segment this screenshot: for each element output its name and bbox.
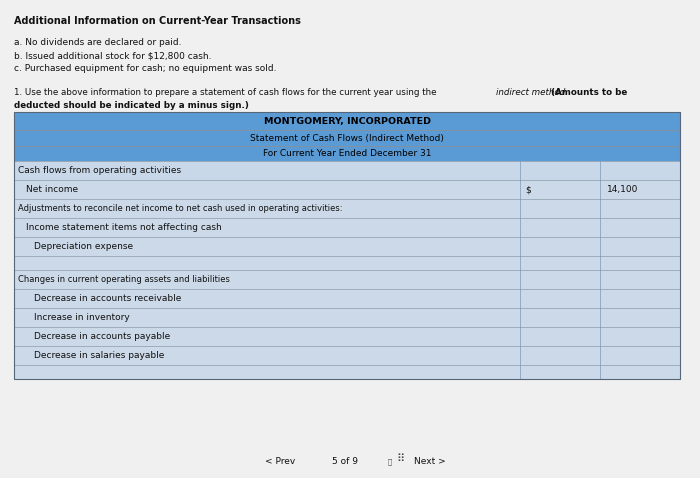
Bar — [14, 270, 680, 289]
Text: 5 of 9: 5 of 9 — [332, 457, 358, 467]
Text: For Current Year Ended December 31: For Current Year Ended December 31 — [262, 149, 431, 158]
Bar — [14, 256, 680, 270]
Bar — [14, 289, 680, 308]
Text: Depreciation expense: Depreciation expense — [34, 242, 133, 251]
Text: Net income: Net income — [26, 185, 78, 194]
Bar — [14, 180, 680, 199]
Text: 1. Use the above information to prepare a statement of cash flows for the curren: 1. Use the above information to prepare … — [14, 88, 440, 97]
Text: Decrease in salaries payable: Decrease in salaries payable — [34, 351, 164, 360]
Text: Adjustments to reconcile net income to net cash used in operating activities:: Adjustments to reconcile net income to n… — [18, 204, 342, 213]
Text: $: $ — [525, 185, 531, 194]
Text: a. No dividends are declared or paid.: a. No dividends are declared or paid. — [14, 38, 181, 47]
Bar — [14, 365, 680, 379]
Text: Additional Information on Current-Year Transactions: Additional Information on Current-Year T… — [14, 16, 301, 26]
Text: indirect method.: indirect method. — [496, 88, 568, 97]
Bar — [14, 327, 680, 346]
Text: c. Purchased equipment for cash; no equipment was sold.: c. Purchased equipment for cash; no equi… — [14, 64, 276, 73]
Text: b. Issued additional stock for $12,800 cash.: b. Issued additional stock for $12,800 c… — [14, 51, 211, 60]
Text: 14,100: 14,100 — [607, 185, 638, 194]
Text: Decrease in accounts payable: Decrease in accounts payable — [34, 332, 170, 341]
Text: Cash flows from operating activities: Cash flows from operating activities — [18, 166, 181, 175]
Text: ⬛: ⬛ — [388, 459, 392, 465]
Text: < Prev: < Prev — [265, 457, 295, 467]
Text: Increase in inventory: Increase in inventory — [34, 313, 130, 322]
Bar — [14, 237, 680, 256]
Text: MONTGOMERY, INCORPORATED: MONTGOMERY, INCORPORATED — [263, 117, 430, 126]
Bar — [14, 161, 680, 180]
Bar — [14, 146, 680, 161]
Bar — [14, 218, 680, 237]
Text: deducted should be indicated by a minus sign.): deducted should be indicated by a minus … — [14, 101, 249, 110]
Text: (Amounts to be: (Amounts to be — [548, 88, 627, 97]
Text: Changes in current operating assets and liabilities: Changes in current operating assets and … — [18, 275, 230, 284]
Text: ⠿: ⠿ — [396, 454, 404, 464]
Bar — [14, 199, 680, 218]
Bar — [14, 130, 680, 146]
Text: Decrease in accounts receivable: Decrease in accounts receivable — [34, 294, 181, 303]
Bar — [14, 112, 680, 130]
Bar — [14, 112, 680, 379]
Bar — [14, 308, 680, 327]
Bar — [14, 346, 680, 365]
Text: Next >: Next > — [414, 457, 446, 467]
Text: Statement of Cash Flows (Indirect Method): Statement of Cash Flows (Indirect Method… — [250, 133, 444, 142]
Text: Income statement items not affecting cash: Income statement items not affecting cas… — [26, 223, 222, 232]
